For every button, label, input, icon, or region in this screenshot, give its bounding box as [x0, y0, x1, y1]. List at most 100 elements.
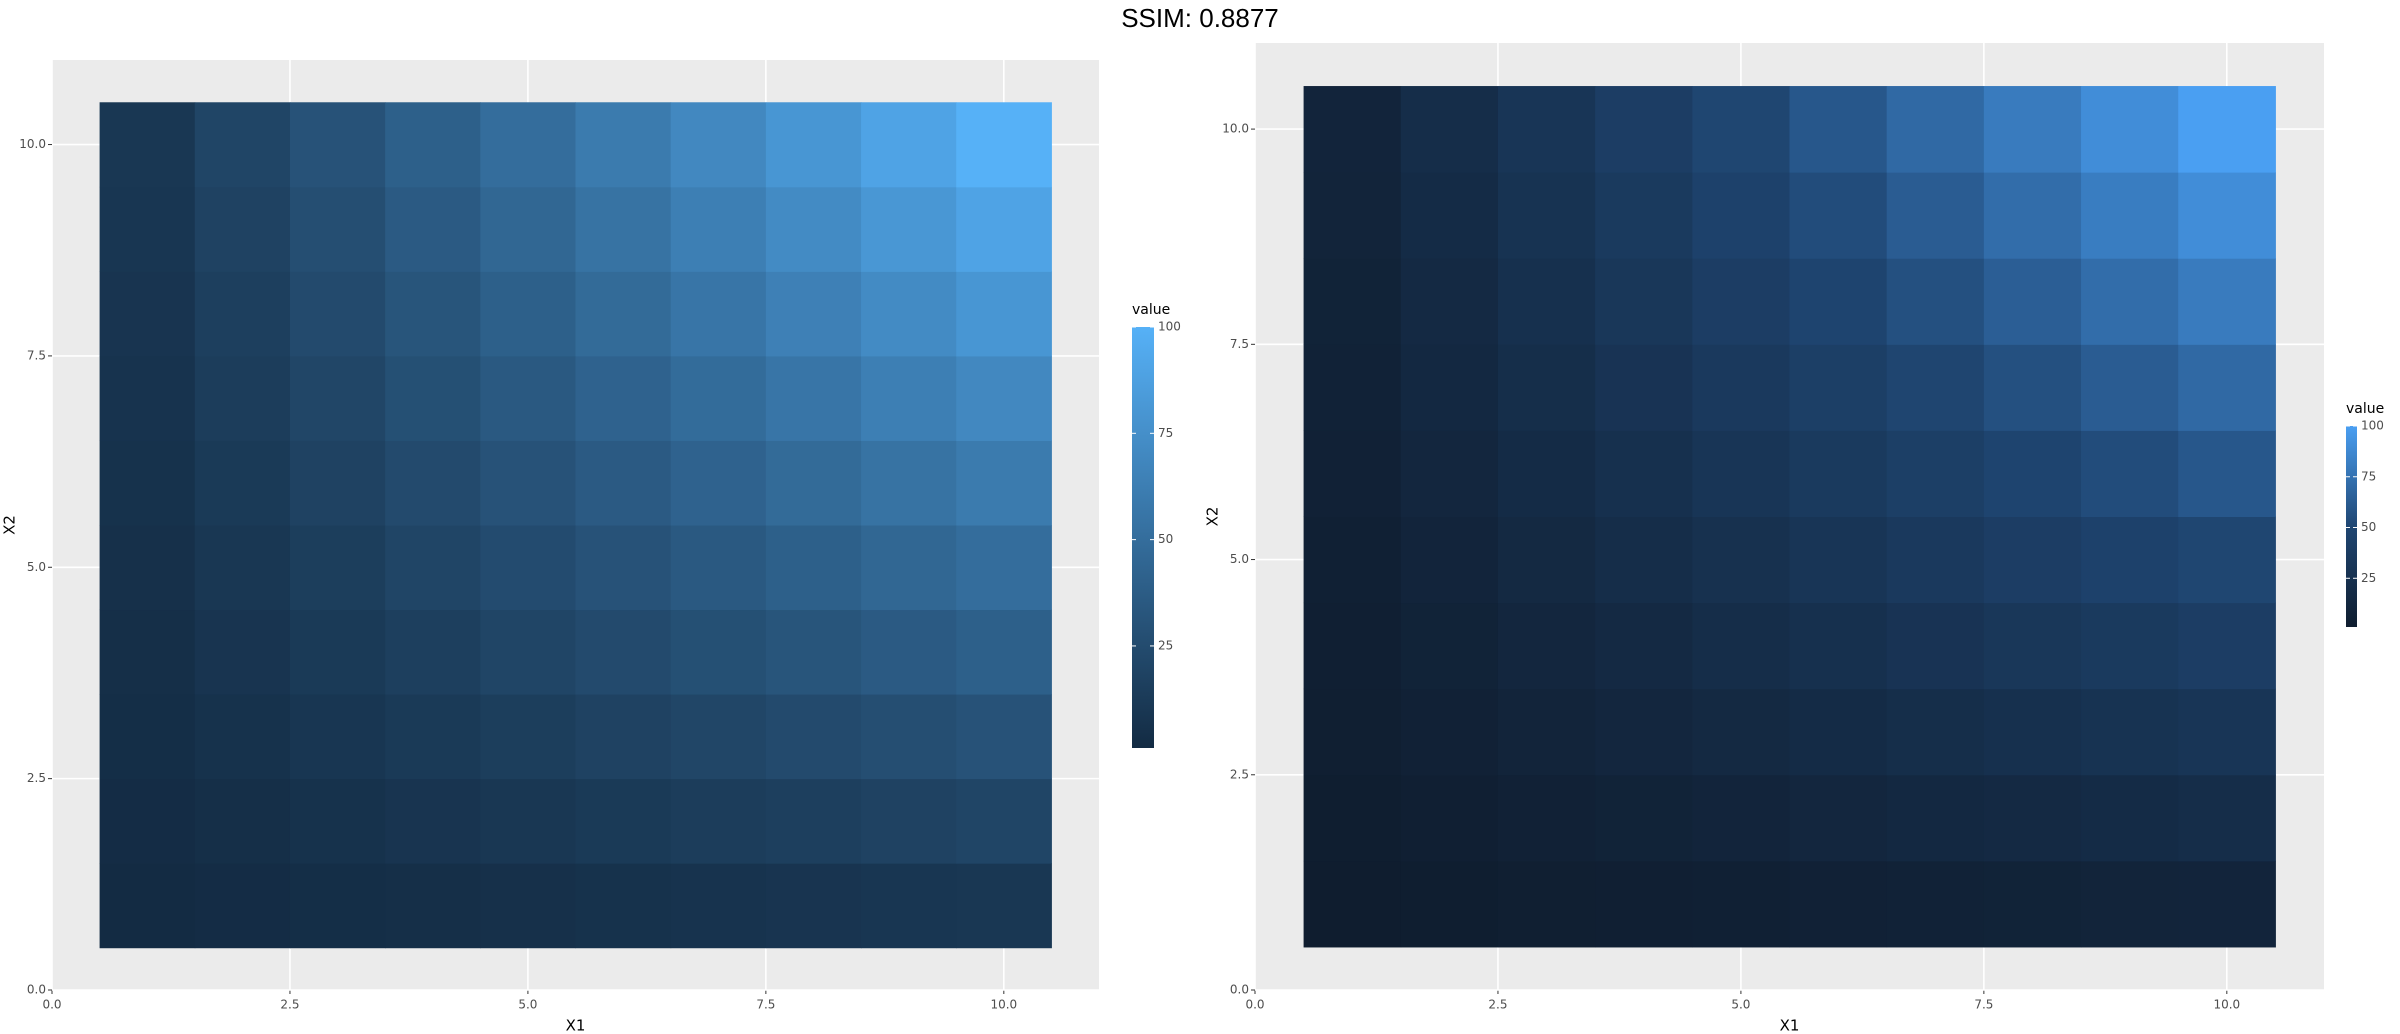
heatmap-cell	[1303, 774, 1402, 862]
colorbar	[1132, 327, 1154, 748]
heatmap-cell	[1400, 860, 1499, 948]
heatmap-cell	[1886, 774, 1985, 862]
heatmap-cell	[1400, 602, 1499, 690]
heatmap-cell	[1497, 860, 1596, 948]
heatmap-cell	[289, 863, 386, 949]
colorbar-label: 75	[2361, 469, 2376, 483]
heatmap-cell	[385, 609, 481, 695]
heatmap-cell	[1303, 516, 1402, 604]
heatmap-cell	[289, 271, 386, 357]
heatmap-cell	[1789, 344, 1888, 431]
x-tick-label: 0.0	[1245, 998, 1264, 1012]
heatmap-cell	[2081, 86, 2179, 173]
heatmap-cell	[480, 186, 576, 272]
heatmap-cell	[2178, 774, 2276, 862]
heatmap-cell	[1983, 688, 2082, 776]
heatmap-cell	[1595, 344, 1693, 431]
heatmap-cell	[99, 525, 196, 611]
heatmap-cell	[2081, 516, 2179, 604]
heatmap-cell	[670, 863, 767, 949]
heatmap-cell	[1497, 774, 1596, 862]
heatmap-cell	[1400, 430, 1499, 517]
heatmap-cell	[670, 609, 767, 695]
heatmap-cell	[1983, 430, 2082, 517]
y-tick-label: 5.0	[1230, 552, 1249, 566]
heatmap-cell	[385, 271, 481, 357]
heatmap-cell	[2178, 258, 2276, 345]
heatmap-cell	[1497, 430, 1596, 517]
x-tick-label: 2.5	[1488, 998, 1507, 1012]
heatmap-cell	[1400, 172, 1499, 259]
heatmap-cell	[575, 102, 672, 188]
heatmap-cell	[2081, 602, 2179, 690]
heatmap-cell	[670, 102, 767, 188]
heatmap-cell	[1983, 774, 2082, 862]
heatmap-cell	[1692, 344, 1790, 431]
heatmap-cell	[1886, 860, 1985, 948]
y-tick-label: 0.0	[27, 983, 46, 997]
colorbar-label: 50	[2361, 520, 2376, 534]
heatmap-cell	[1303, 688, 1402, 776]
heatmap-cell	[670, 186, 767, 272]
heatmap-cell	[99, 186, 196, 272]
heatmap-cell	[1595, 774, 1693, 862]
heatmap-cell	[765, 355, 862, 441]
heatmap-cell	[575, 694, 672, 780]
heatmap-cell	[2081, 344, 2179, 431]
y-tick-label: 7.5	[27, 348, 46, 362]
heatmap-cell	[480, 694, 576, 780]
heatmap-cell	[861, 525, 957, 611]
heatmap-cell	[1789, 430, 1888, 517]
heatmap-cell	[861, 863, 957, 949]
heatmap-cell	[956, 609, 1052, 695]
heatmap-cell	[289, 102, 386, 188]
heatmap-cell	[1595, 86, 1693, 173]
heatmap-cell	[194, 102, 291, 188]
heatmap-cell	[1692, 774, 1790, 862]
heatmap-cell	[2178, 602, 2276, 690]
heatmap-cell	[1789, 860, 1888, 948]
heatmap-cell	[1886, 516, 1985, 604]
heatmap-cell	[1789, 516, 1888, 604]
heatmap-cell	[765, 186, 862, 272]
heatmap-cell	[194, 186, 291, 272]
heatmap-cell	[765, 778, 862, 864]
heatmap-cell	[99, 102, 196, 188]
heatmap-cell	[861, 440, 957, 526]
heatmap-cell	[1303, 258, 1402, 345]
heatmap-cell	[861, 355, 957, 441]
colorbar	[2346, 426, 2357, 627]
heatmap-cell	[575, 355, 672, 441]
heatmap-cell	[1303, 344, 1402, 431]
x-tick-label: 7.5	[1974, 998, 1993, 1012]
heatmap-cell	[289, 440, 386, 526]
heatmap-cell	[385, 778, 481, 864]
heatmap-cell	[480, 778, 576, 864]
heatmap-cell	[2178, 688, 2276, 776]
x-tick-label: 2.5	[280, 998, 299, 1012]
heatmap-cell	[1497, 258, 1596, 345]
heatmap-cell	[1400, 86, 1499, 173]
heatmap-cell	[1692, 860, 1790, 948]
heatmap-cell	[1303, 172, 1402, 259]
heatmap-cell	[385, 186, 481, 272]
heatmap-cell	[2178, 516, 2276, 604]
heatmap-cell	[194, 525, 291, 611]
heatmap-cell	[2178, 172, 2276, 259]
heatmap-cell	[1595, 258, 1693, 345]
colorbar-label: 100	[1158, 320, 1181, 334]
heatmap-cell	[765, 694, 862, 780]
heatmap-cell	[670, 778, 767, 864]
colorbar-label: 100	[2361, 419, 2384, 433]
heatmap-cell	[575, 778, 672, 864]
colorbar-label: 50	[1158, 532, 1173, 546]
heatmap-cell	[2178, 86, 2276, 173]
heatmap-cell	[99, 440, 196, 526]
heatmap-cell	[99, 355, 196, 441]
heatmap-cell	[289, 186, 386, 272]
heatmap-cell	[1692, 172, 1790, 259]
heatmap-cell	[480, 271, 576, 357]
y-tick-label: 2.5	[27, 771, 46, 785]
heatmap-cell	[1595, 430, 1693, 517]
heatmap-cell	[1497, 172, 1596, 259]
